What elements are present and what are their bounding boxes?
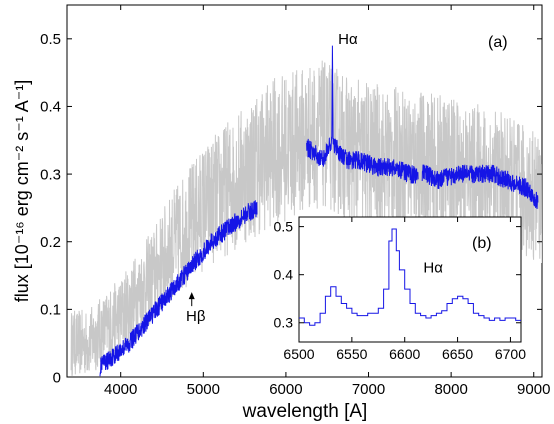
annotation-label-0: Hα (338, 31, 358, 48)
main-axes: 4000 5000 6000 7000 8000 9000 0 0.1 0.2 0.3 0.4 0.5 (40, 5, 550, 398)
x-tick-label: 8000 (434, 381, 467, 398)
inset-panel: 6500 6550 6600 6650 6700 0.3 0.4 0.5 Hα (b) (274, 216, 526, 362)
y-tick-label: 0.5 (274, 219, 294, 235)
y-tick-label: 0.3 (274, 315, 294, 331)
h-beta-arrowhead (188, 292, 195, 300)
series-line-1-segment-2 (421, 164, 539, 210)
inset-annotations: Hα (423, 259, 443, 276)
x-tick-label: 4000 (104, 381, 137, 398)
y-tick-label: 0.1 (40, 302, 61, 319)
y-tick-label: 0.3 (40, 166, 61, 183)
x-tick-label: 5000 (187, 381, 220, 398)
series-line-0 (70, 60, 542, 376)
x-tick-label: 6650 (442, 346, 473, 362)
y-tick-label: 0.2 (40, 234, 61, 251)
panel-label-a: (a) (488, 34, 508, 51)
series-line-1-segment-0 (99, 200, 258, 377)
x-tick-label: 9000 (517, 381, 550, 398)
inset-plot-frame (298, 216, 522, 343)
inset-axes: 6500 6550 6600 6650 6700 0.3 0.4 0.5 (274, 217, 526, 362)
inset-series-layer (299, 228, 521, 326)
x-tick-label: 6700 (495, 346, 526, 362)
annotation-label-0: Hα (423, 259, 443, 276)
y-tick-label: 0 (53, 369, 61, 386)
x-tick-label: 6600 (389, 346, 420, 362)
y-tick-label: 0.4 (274, 267, 294, 283)
main-annotations: Hα Hβ (186, 31, 358, 325)
y-axis-label: flux [10⁻¹⁶ erg cm⁻² s⁻¹ A⁻¹] (12, 80, 32, 302)
panel-label-b: (b) (472, 235, 492, 252)
y-tick-label: 0.4 (40, 99, 61, 116)
series-line-1-segment-1 (306, 45, 419, 184)
annotation-label-1: Hβ (186, 308, 206, 325)
x-tick-label: 6000 (269, 381, 302, 398)
main-series-layer (70, 45, 542, 377)
x-tick-label: 6500 (283, 346, 314, 362)
y-tick-label: 0.5 (40, 31, 61, 48)
x-tick-label: 6550 (336, 346, 367, 362)
series-line-0 (299, 228, 521, 326)
x-axis-label: wavelength [A] (242, 401, 368, 422)
x-tick-label: 7000 (352, 381, 385, 398)
